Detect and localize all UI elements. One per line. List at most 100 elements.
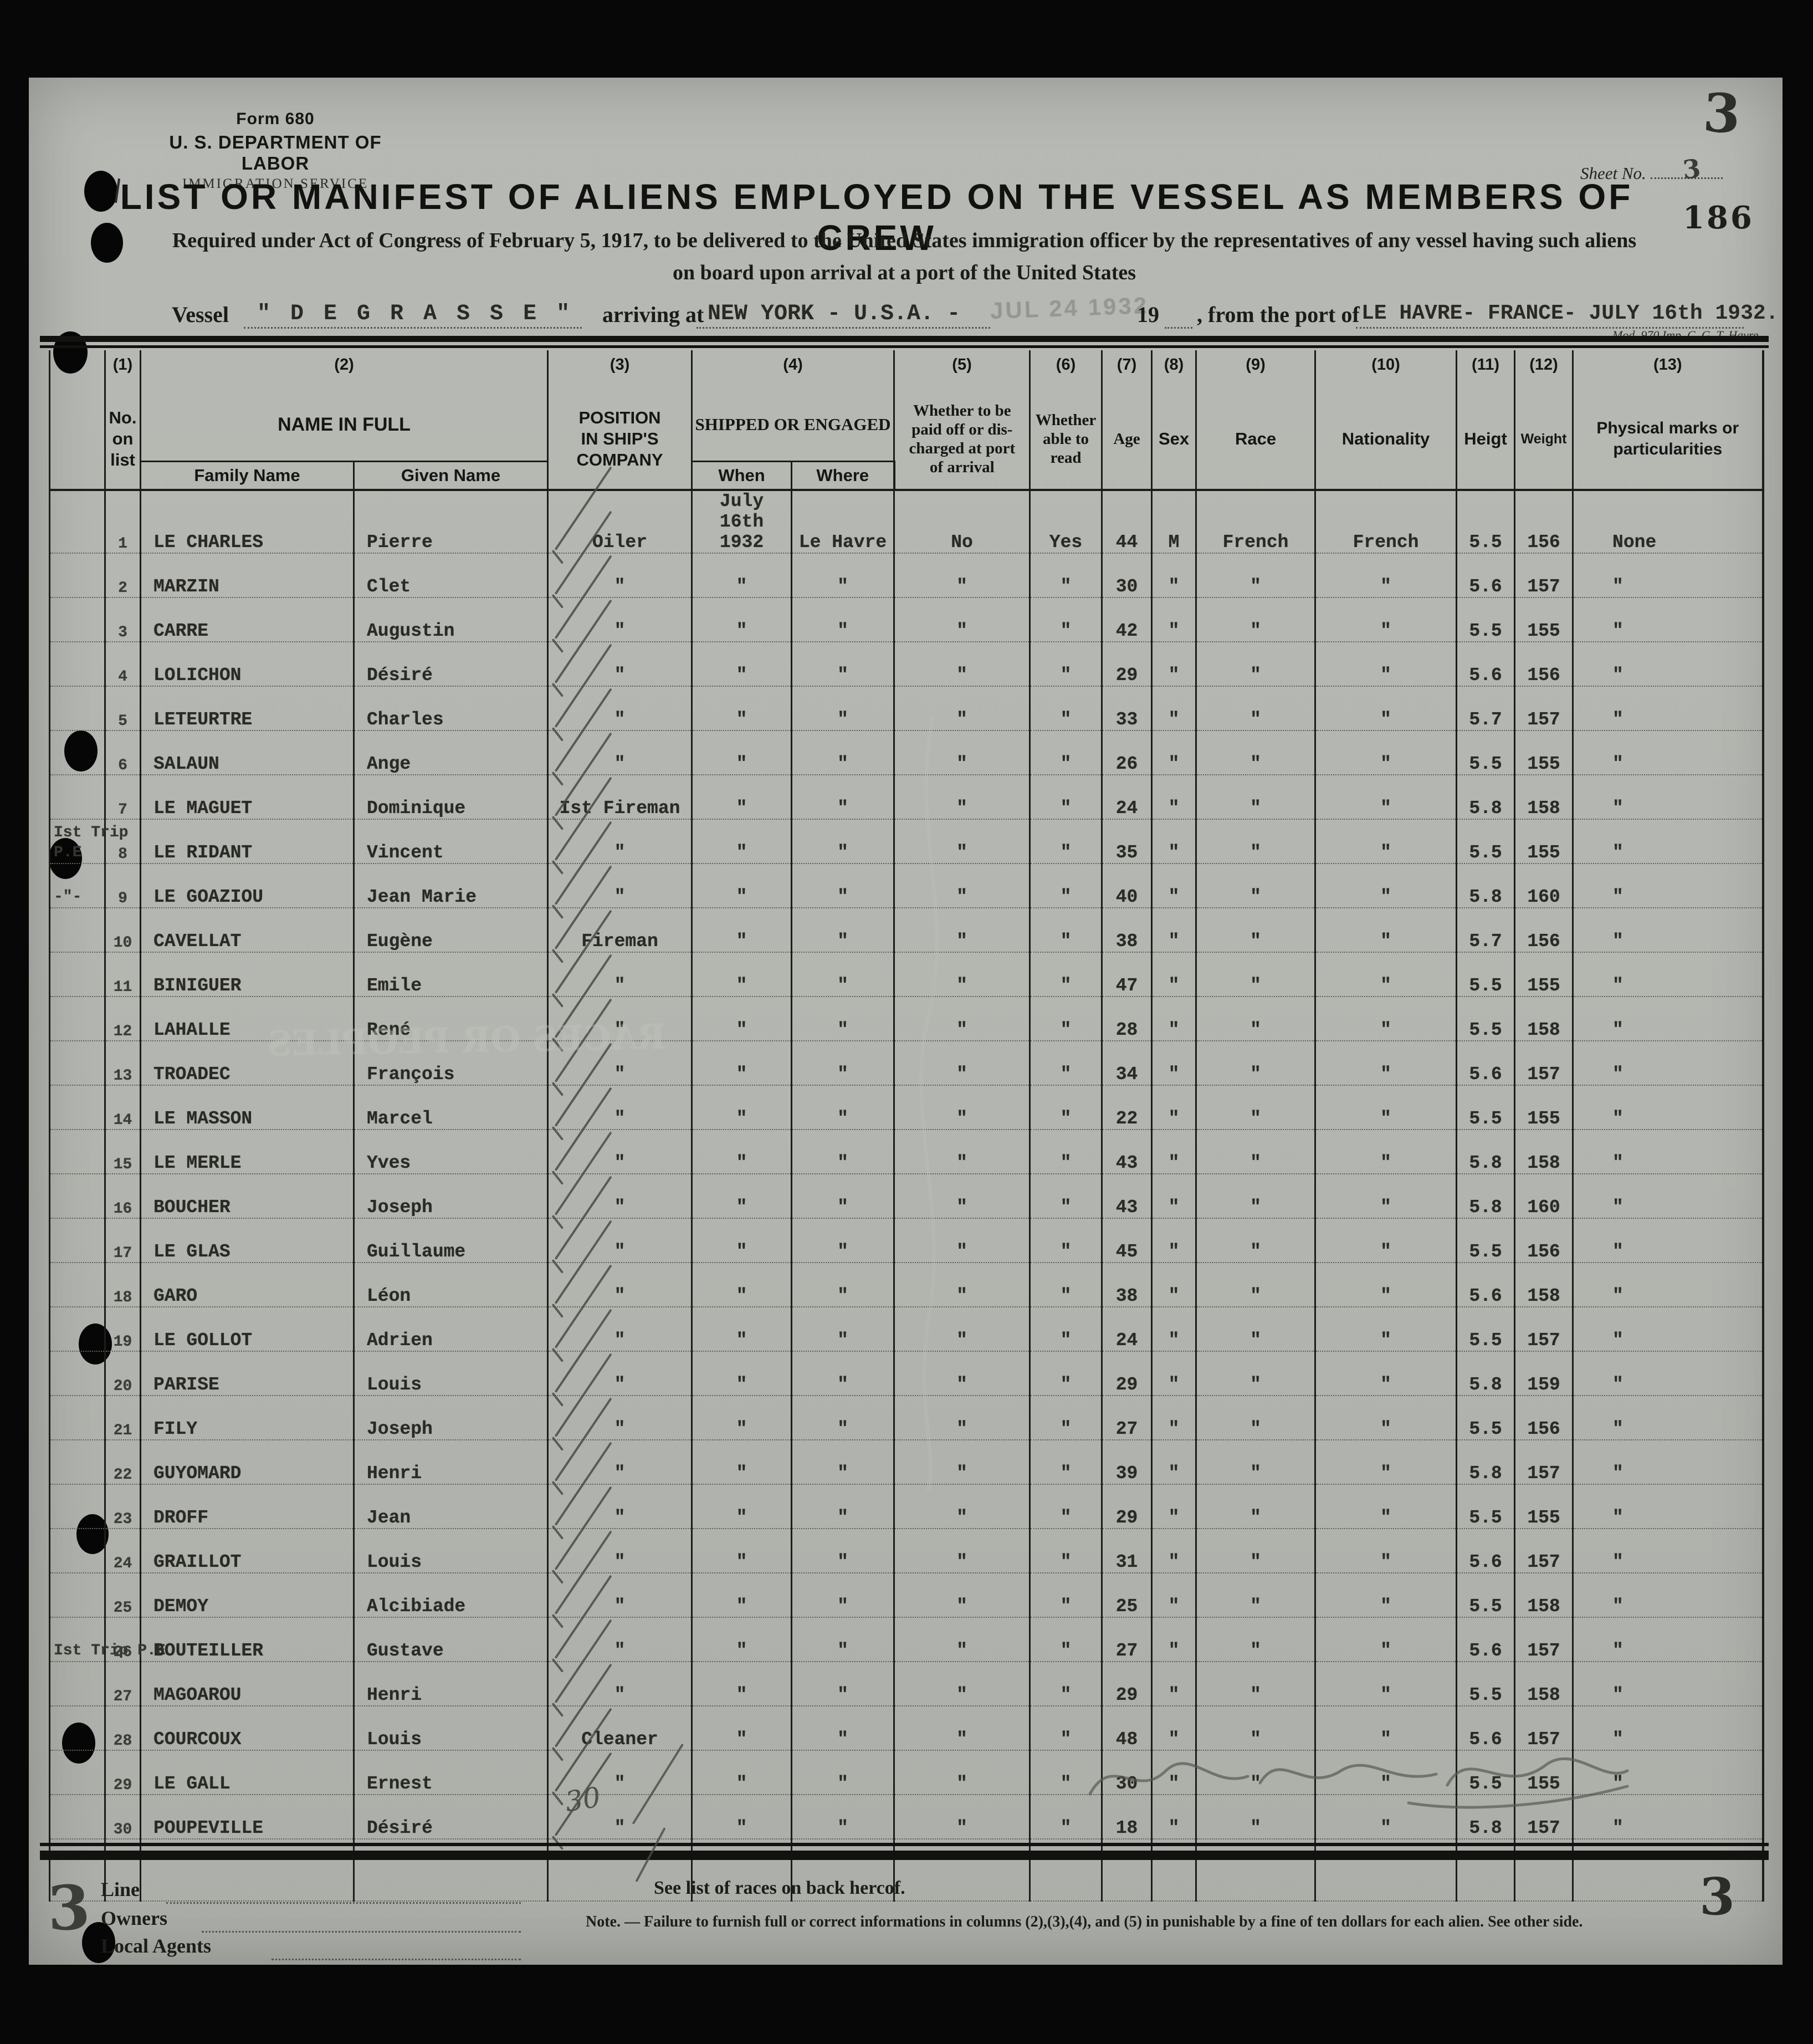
cell-weight: 156	[1514, 907, 1573, 953]
table-row: 20 PARISE Louis " " " " " 29 " " " 5.8 159 "	[49, 1309, 1764, 1396]
cell-shipped-where: "	[791, 1661, 894, 1706]
cell-position: "	[547, 1708, 692, 1795]
cell-able-to-read: "	[1029, 1218, 1102, 1263]
cell-able-to-read: "	[1029, 1085, 1102, 1130]
cell-position: "	[547, 954, 692, 1041]
cell-given-name: Guillaume	[352, 1218, 548, 1263]
cell-able-to-read: "	[1029, 1705, 1102, 1751]
cell-weight: 155	[1514, 1750, 1573, 1795]
cell-paid-off: "	[893, 1262, 1030, 1307]
cell-position: "	[547, 1264, 692, 1352]
cell-nationality: "	[1314, 553, 1457, 598]
cell-position: "	[547, 776, 692, 864]
cell-position: "	[547, 643, 692, 731]
cell-shipped-when: "	[691, 1705, 792, 1751]
cell-sex: "	[1151, 863, 1196, 908]
punch-hole	[91, 223, 123, 263]
cell-weight: 157	[1514, 1528, 1573, 1573]
table-row: 14 LE MASSON Marcel " " " " " 22 " " " 5.5 155 "	[49, 1043, 1764, 1130]
cell-race: "	[1195, 863, 1315, 908]
cell-race: "	[1195, 1085, 1315, 1130]
blank-cell	[547, 1838, 692, 1902]
margin-note	[49, 774, 105, 820]
cell-marks: "	[1572, 1439, 1764, 1485]
cell-position: "	[547, 510, 692, 598]
cell-marks: "	[1572, 1218, 1764, 1263]
cell-position: "	[547, 1486, 692, 1573]
cell-sex: "	[1151, 1484, 1196, 1529]
cell-able-to-read: "	[1029, 597, 1102, 642]
cell-weight: 157	[1514, 686, 1573, 731]
cell-shipped-when: "	[691, 1085, 792, 1130]
cell-shipped-where: "	[791, 952, 894, 997]
cell-nationality: "	[1314, 1351, 1457, 1396]
cell-weight: 155	[1514, 952, 1573, 997]
margin-note	[49, 1129, 105, 1174]
cell-age: 18	[1101, 1794, 1152, 1839]
cell-race: "	[1195, 1528, 1315, 1573]
cell-weight: 156	[1514, 1218, 1573, 1263]
cell-weight: 158	[1514, 774, 1573, 820]
cell-age: 45	[1101, 1218, 1152, 1263]
cell-age: 48	[1101, 1705, 1152, 1751]
cell-race: "	[1195, 1439, 1315, 1485]
cell-age: 28	[1101, 996, 1152, 1041]
cell-shipped-where: "	[791, 907, 894, 953]
cell-family-name: BOUCHER	[140, 1173, 354, 1219]
blank-cell	[1151, 1838, 1196, 1902]
cell-marks: "	[1572, 1351, 1764, 1396]
cell-nationality: "	[1314, 774, 1457, 820]
cell-paid-off: "	[893, 952, 1030, 997]
cell-able-to-read: "	[1029, 1528, 1102, 1573]
cell-race: "	[1195, 774, 1315, 820]
cell-age: 47	[1101, 952, 1152, 997]
punch-hole	[84, 171, 117, 212]
margin-note	[49, 907, 105, 953]
cell-paid-off: "	[893, 1439, 1030, 1485]
cell-position: Cleaner	[547, 1663, 692, 1751]
cell-nationality: French	[1314, 488, 1457, 554]
cell-sex: "	[1151, 730, 1196, 775]
department-name: U. S. DEPARTMENT OF LABOR	[169, 132, 382, 173]
cell-nationality: "	[1314, 1129, 1457, 1174]
cell-marks: "	[1572, 1750, 1764, 1795]
cell-shipped-where: "	[791, 1395, 894, 1440]
cell-paid-off: "	[893, 819, 1030, 864]
cell-position: Ist Fireman	[547, 732, 692, 820]
cell-sex: "	[1151, 1351, 1196, 1396]
row-number: 7	[104, 774, 141, 820]
cell-given-name: Louis	[352, 1705, 548, 1751]
header-nationality: Nationality	[1314, 389, 1457, 490]
cell-family-name: LE MASSON	[140, 1085, 354, 1130]
margin-note	[49, 1484, 105, 1529]
header-age: Age	[1101, 389, 1152, 490]
col-num-12: (12)	[1514, 350, 1573, 389]
row-number: 14	[104, 1085, 141, 1130]
table-row: 25 DEMOY Alcibiade " " " " " 25 " " " 5.5 158 "	[49, 1530, 1764, 1618]
cell-marks: "	[1572, 1572, 1764, 1618]
cell-sex: "	[1151, 952, 1196, 997]
origin-blank	[1356, 302, 1744, 329]
table-row: Ist Trip P.E 8 LE RIDANT Vincent " " " " " 35 " " " 5…	[49, 776, 1764, 864]
row-number: 6	[104, 730, 141, 775]
cell-sex: "	[1151, 1306, 1196, 1352]
cell-shipped-when: "	[691, 952, 792, 997]
cell-shipped-where: "	[791, 863, 894, 908]
cell-position: "	[547, 1575, 692, 1662]
cell-position: "	[547, 599, 692, 687]
col-num-4: (4)	[691, 350, 894, 389]
margin-note	[49, 686, 105, 731]
cell-age: 34	[1101, 1040, 1152, 1086]
row-number: 25	[104, 1572, 141, 1618]
cell-sex: "	[1151, 686, 1196, 731]
cell-marks: "	[1572, 686, 1764, 731]
margin-note	[49, 553, 105, 598]
cell-given-name: Ernest	[352, 1750, 548, 1795]
cell-marks: "	[1572, 1484, 1764, 1529]
cell-shipped-when: "	[691, 1661, 792, 1706]
header-when: When	[691, 461, 792, 490]
cell-able-to-read: "	[1029, 1484, 1102, 1529]
cell-shipped-when: "	[691, 1306, 792, 1352]
cell-able-to-read: "	[1029, 996, 1102, 1041]
cell-shipped-when: July 16th 1932	[691, 488, 792, 554]
